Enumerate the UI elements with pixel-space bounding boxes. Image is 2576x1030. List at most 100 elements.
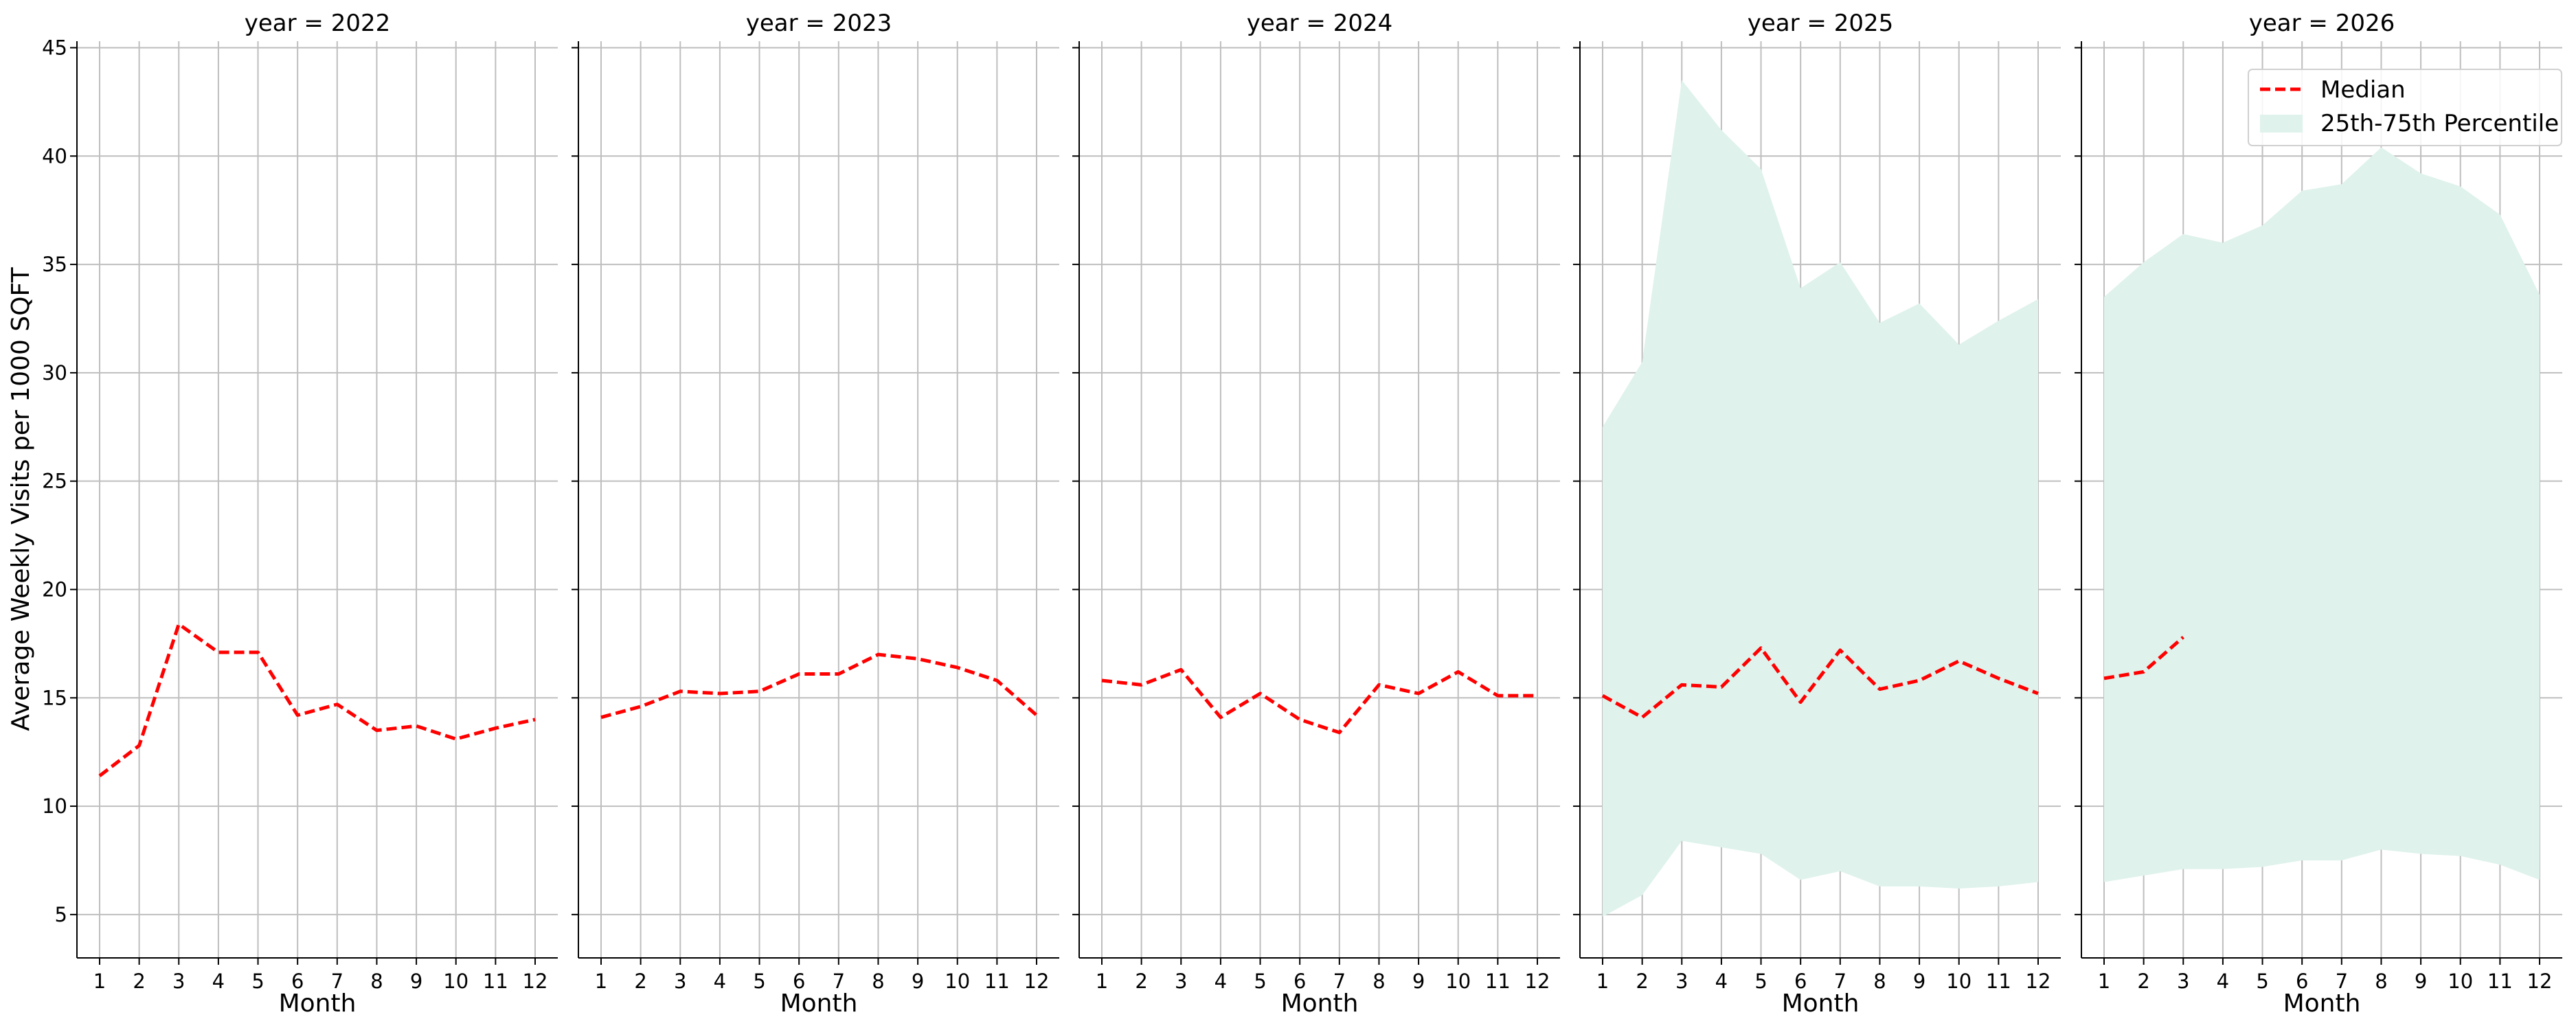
- y-tick-label: 25: [42, 470, 67, 493]
- panel-title: year = 2026: [2249, 10, 2395, 37]
- median-point: [1996, 676, 2000, 680]
- median-point: [1957, 659, 1961, 663]
- panel-title: year = 2024: [1247, 10, 1392, 37]
- x-tick-label: 6: [1794, 970, 1807, 993]
- median-point: [454, 737, 458, 741]
- x-axis-label: Month: [1782, 989, 1860, 1018]
- x-tick-label: 12: [1024, 970, 1050, 993]
- percentile-band: [2104, 147, 2540, 882]
- legend: Median 25th-75th Percentile: [2248, 69, 2562, 146]
- x-tick-label: 1: [595, 970, 607, 993]
- x-tick-label: 5: [1754, 970, 1767, 993]
- median-line: [98, 622, 536, 777]
- median-point: [1035, 713, 1039, 718]
- median-point: [956, 665, 960, 670]
- x-axis-label: Month: [1281, 989, 1359, 1018]
- x-tick-label: 1: [93, 970, 106, 993]
- median-point: [678, 689, 682, 694]
- x-axis-label: Month: [780, 989, 858, 1018]
- median-point: [1917, 678, 1921, 683]
- median-point: [256, 650, 260, 654]
- x-tick-label: 7: [1333, 970, 1346, 993]
- x-tick-label: 1: [1096, 970, 1108, 993]
- median-point: [2181, 635, 2185, 639]
- median-point: [1456, 670, 1460, 674]
- median-point: [1640, 716, 1645, 720]
- x-tick-label: 10: [443, 970, 468, 993]
- median-point: [1179, 667, 1183, 672]
- x-tick-label: 5: [753, 970, 765, 993]
- median-point: [1759, 646, 1763, 650]
- median-point: [718, 691, 722, 696]
- x-tick-label: 8: [370, 970, 383, 993]
- median-point: [1100, 678, 1104, 683]
- x-tick-label: 6: [291, 970, 304, 993]
- x-tick-label: 12: [2527, 970, 2553, 993]
- x-tick-label: 3: [674, 970, 686, 993]
- y-tick-label: 45: [42, 36, 67, 59]
- x-tick-label: 4: [714, 970, 726, 993]
- x-tick-label: 8: [2375, 970, 2387, 993]
- median-point: [639, 705, 643, 709]
- x-tick-label: 3: [2177, 970, 2189, 993]
- x-tick-label: 12: [523, 970, 548, 993]
- x-tick-label: 10: [1445, 970, 1471, 993]
- x-tick-label: 11: [1986, 970, 2011, 993]
- x-tick-label: 6: [1293, 970, 1306, 993]
- x-tick-label: 4: [2217, 970, 2229, 993]
- median-point: [414, 724, 418, 728]
- x-tick-label: 11: [483, 970, 508, 993]
- y-tick-label: 20: [42, 577, 67, 601]
- median-point: [1219, 716, 1223, 720]
- median-point: [1258, 691, 1263, 696]
- x-tick-label: 3: [1175, 970, 1187, 993]
- y-tick-label: 35: [42, 253, 67, 276]
- x-tick-label: 4: [1715, 970, 1728, 993]
- median-point: [374, 729, 379, 733]
- median-point: [335, 702, 339, 707]
- median-point: [876, 652, 880, 656]
- x-axis-label: Month: [279, 989, 357, 1018]
- median-point: [1680, 683, 1684, 687]
- x-tick-label: 8: [1372, 970, 1385, 993]
- median-point: [995, 678, 999, 683]
- y-tick-label: 40: [42, 144, 67, 168]
- x-tick-label: 10: [2448, 970, 2473, 993]
- median-point: [1601, 694, 1605, 698]
- x-tick-label: 12: [1525, 970, 1550, 993]
- x-tick-label: 11: [1485, 970, 1511, 993]
- median-point: [493, 726, 497, 730]
- x-tick-label: 1: [2098, 970, 2110, 993]
- median-point: [137, 744, 142, 748]
- x-tick-label: 7: [2336, 970, 2348, 993]
- median-point: [599, 716, 603, 720]
- median-line: [1601, 646, 2039, 720]
- median-point: [533, 718, 537, 722]
- x-tick-label: 8: [1873, 970, 1886, 993]
- median-point: [1535, 694, 1539, 698]
- x-tick-label: 3: [1675, 970, 1688, 993]
- median-point: [177, 622, 181, 626]
- x-tick-label: 3: [172, 970, 185, 993]
- median-point: [2102, 676, 2106, 680]
- panel-title: year = 2025: [1748, 10, 1893, 37]
- x-tick-label: 1: [1596, 970, 1609, 993]
- median-point: [1337, 731, 1342, 735]
- percentile-band: [1603, 80, 2038, 917]
- legend-band-swatch: [2260, 115, 2303, 133]
- x-tick-label: 6: [793, 970, 805, 993]
- x-tick-label: 5: [2256, 970, 2268, 993]
- x-axis-label: Month: [2283, 989, 2361, 1018]
- x-tick-label: 4: [212, 970, 225, 993]
- median-point: [1140, 683, 1144, 687]
- x-tick-label: 11: [984, 970, 1010, 993]
- panel-title: year = 2023: [746, 10, 892, 37]
- y-tick-label: 10: [42, 794, 67, 818]
- x-tick-label: 9: [2415, 970, 2427, 993]
